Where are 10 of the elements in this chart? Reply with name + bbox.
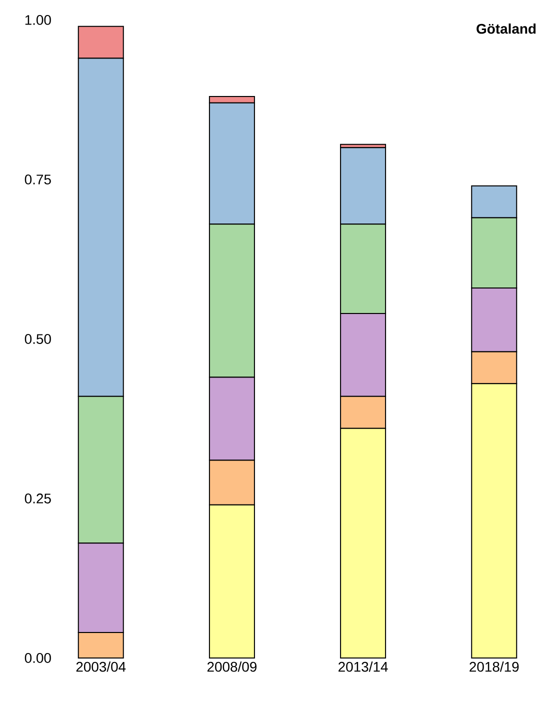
x-tick-label: 2018/19 — [470, 662, 519, 672]
x-tick-label: 2003/04 — [76, 662, 126, 672]
y-tick-label: 0.50 — [24, 334, 51, 344]
y-tick-label: 0.00 — [24, 653, 51, 663]
y-tick-label: 1.00 — [25, 15, 51, 25]
y-tick-label: 0.25 — [24, 494, 51, 504]
chart-title: Götaland — [476, 24, 536, 34]
x-tick-label: 2008/09 — [207, 662, 256, 672]
x-tick-label: 2013/14 — [338, 662, 388, 672]
y-tick-label: 0.75 — [24, 174, 51, 184]
